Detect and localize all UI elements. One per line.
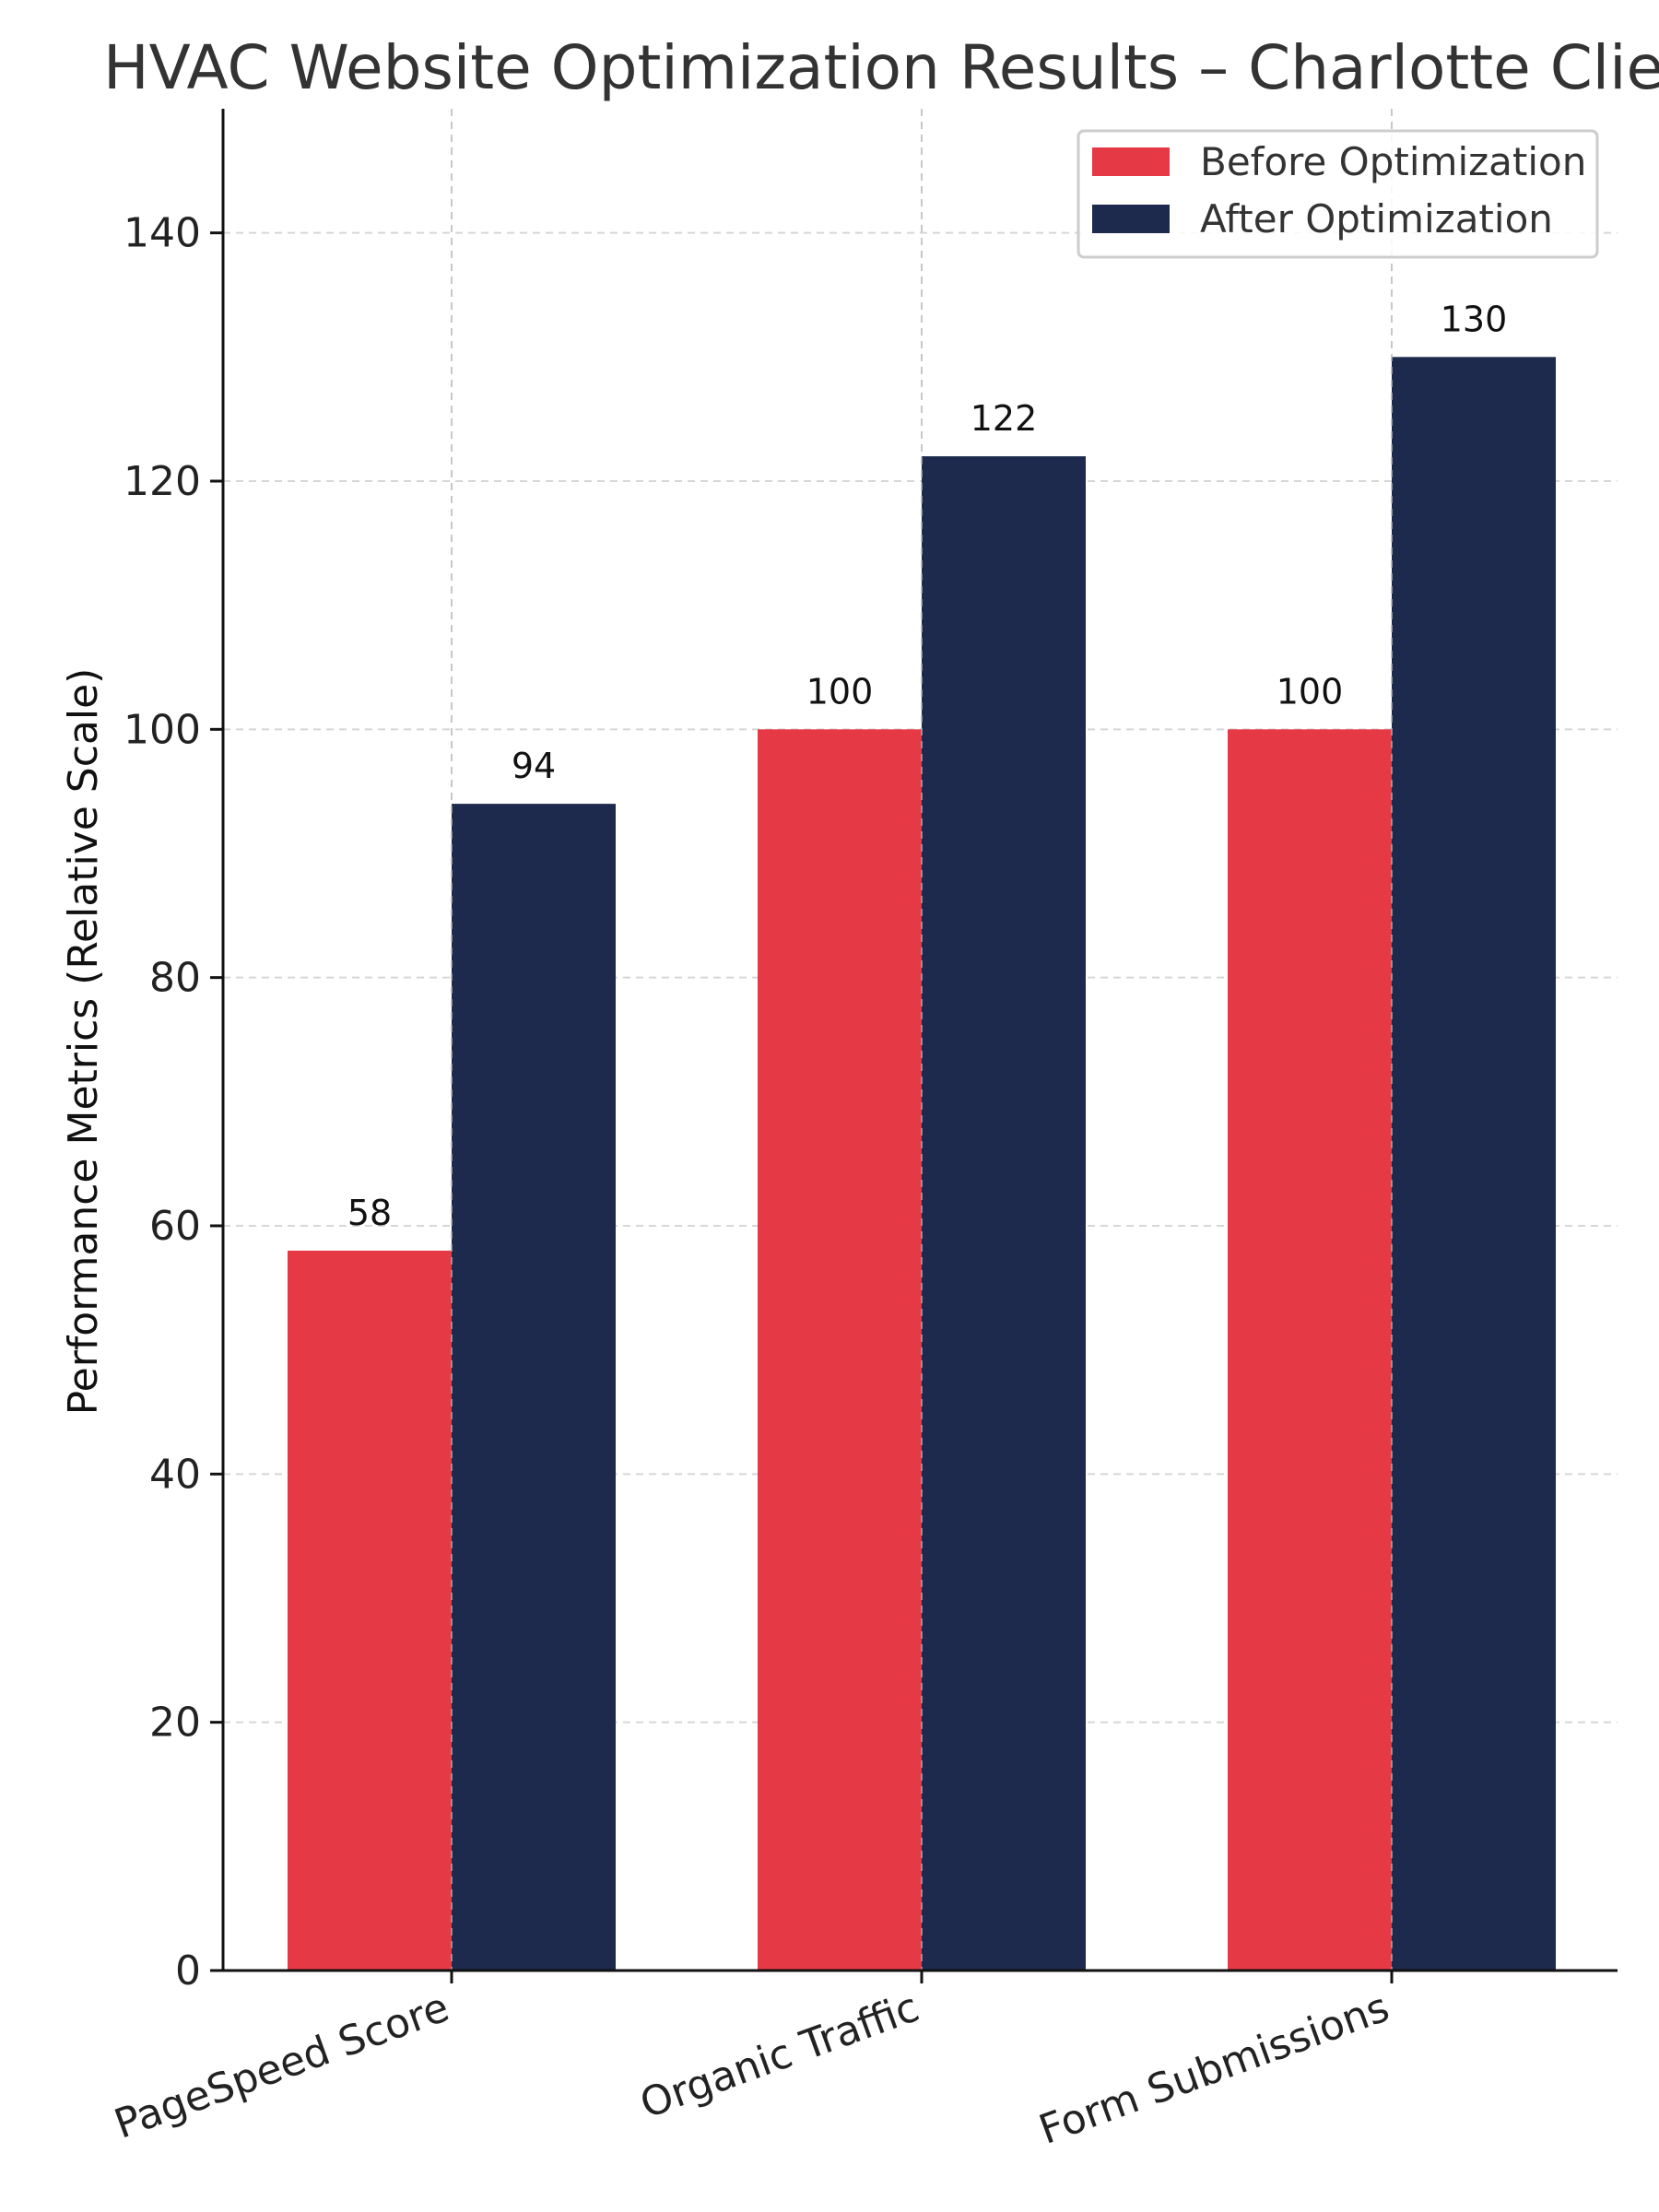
legend-swatch-before [1092, 147, 1170, 176]
bar-after-optimization-form-submissions [1392, 357, 1556, 1971]
y-tick-label: 40 [149, 1451, 201, 1498]
bar-before-optimization-form-submissions [1228, 729, 1392, 1971]
data-label-after-optimization-form-submissions: 130 [1441, 299, 1508, 339]
bar-before-optimization-organic-traffic [758, 729, 922, 1971]
bar-after-optimization-pagespeed-score [452, 804, 616, 1971]
legend-frame [1077, 129, 1599, 259]
y-tick-label: 100 [124, 706, 201, 753]
y-tick-label: 0 [175, 1947, 201, 1994]
legend: Before Optimization After Optimization [1077, 129, 1599, 259]
chart-title: HVAC Website Optimization Results – Char… [103, 32, 1659, 103]
y-axis-label: Performance Metrics (Relative Scale) [60, 668, 107, 1416]
x-tick-label-organic-traffic: Organic Traffic [634, 1983, 925, 2127]
y-ticks: 0 20 40 60 80 100 120 140 [124, 210, 223, 1994]
vertical-grid [451, 109, 1393, 1971]
y-tick-label: 140 [124, 210, 201, 257]
y-tick-label: 20 [149, 1700, 201, 1747]
y-tick-label: 80 [149, 955, 201, 1002]
bar-before-optimization-pagespeed-score [288, 1250, 452, 1971]
x-tick-label-pagespeed-score: PageSpeed Score [109, 1983, 455, 2147]
y-tick-label: 60 [149, 1203, 201, 1250]
data-labels: 58 94 100 122 100 130 [347, 299, 1507, 1233]
data-label-before-optimization-form-submissions: 100 [1277, 671, 1344, 712]
x-tick-labels: PageSpeed Score Organic Traffic Form Submi… [109, 1983, 1395, 2154]
data-label-before-optimization-pagespeed-score: 58 [347, 1193, 392, 1233]
bars [288, 357, 1556, 1971]
data-label-after-optimization-organic-traffic: 122 [971, 398, 1038, 439]
legend-label-before: Before Optimization [1200, 139, 1586, 184]
axes [221, 109, 1618, 1983]
legend-label-after: After Optimization [1200, 196, 1553, 241]
x-tick-label-form-submissions: Form Submissions [1033, 1983, 1395, 2154]
bar-after-optimization-organic-traffic [922, 456, 1086, 1971]
data-label-before-optimization-organic-traffic: 100 [806, 671, 874, 712]
data-label-after-optimization-pagespeed-score: 94 [512, 746, 556, 786]
legend-swatch-after [1092, 205, 1170, 233]
y-tick-label: 120 [124, 458, 201, 505]
